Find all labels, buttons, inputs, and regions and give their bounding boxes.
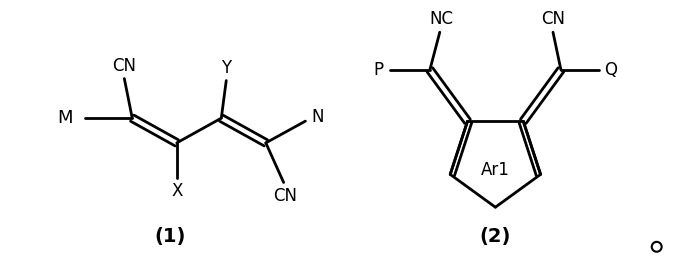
Text: Y: Y	[221, 59, 231, 77]
Text: X: X	[171, 182, 182, 200]
Text: CN: CN	[274, 187, 298, 205]
Text: N: N	[311, 108, 323, 126]
Text: CN: CN	[541, 10, 565, 28]
Text: M: M	[57, 109, 73, 127]
Text: NC: NC	[430, 10, 454, 28]
Text: Ar1: Ar1	[481, 161, 510, 179]
Text: (2): (2)	[480, 227, 511, 246]
Text: Q: Q	[604, 61, 617, 79]
Text: CN: CN	[112, 57, 136, 75]
Text: P: P	[374, 61, 383, 79]
Text: (1): (1)	[154, 227, 186, 246]
